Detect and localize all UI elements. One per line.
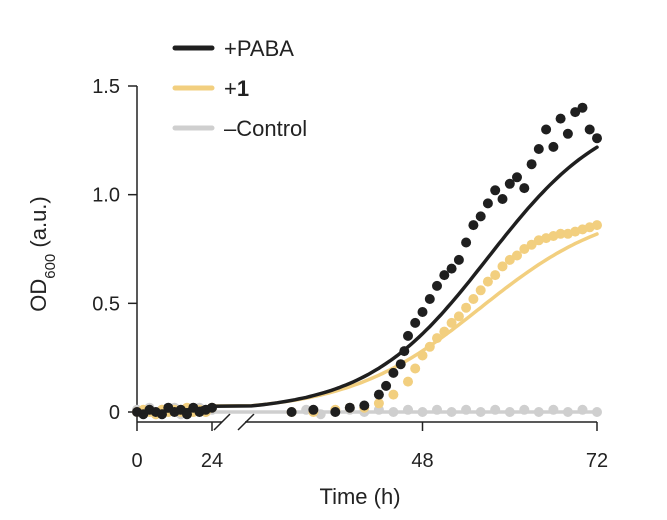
x-axis: 0 24 48 72 <box>131 413 608 472</box>
data-point-paba <box>388 367 399 378</box>
data-point-paba <box>403 330 413 341</box>
fit-line-paba <box>210 145 599 408</box>
data-point-compound1 <box>512 250 522 261</box>
data-point-paba <box>584 124 595 135</box>
data-point-paba <box>330 407 341 417</box>
x-axis-title: Time (h) <box>319 484 400 509</box>
y-axis-title: OD600 (a.u.) <box>26 196 59 312</box>
legend-item-control: –Control <box>172 116 307 141</box>
x-tick-label: 48 <box>411 450 433 472</box>
legend: +PABA +1 –Control <box>172 36 307 141</box>
data-point-paba <box>555 113 566 124</box>
data-point-paba <box>410 317 421 328</box>
data-point-compound1 <box>475 285 486 296</box>
series-compound1 <box>132 220 602 420</box>
x-axis-break-mark-left <box>213 413 231 431</box>
data-point-paba <box>577 102 588 113</box>
data-point-paba <box>344 402 355 413</box>
data-point-compound1 <box>446 317 457 328</box>
data-point-compound1 <box>373 398 384 409</box>
y-tick-label: 1.0 <box>92 185 120 207</box>
data-point-paba <box>439 270 450 281</box>
data-point-paba <box>475 211 486 222</box>
y-tick-label: 1.5 <box>92 76 120 98</box>
data-point-paba <box>570 107 581 118</box>
data-point-compound1 <box>526 239 537 250</box>
data-point-paba <box>468 220 479 231</box>
data-point-paba <box>592 133 602 144</box>
legend-label-compound1: +1 <box>224 76 249 101</box>
data-point-paba <box>533 144 544 154</box>
data-point-paba <box>286 407 297 417</box>
y-axis: 0 0.5 1.0 1.5 <box>92 76 138 424</box>
data-point-compound1 <box>592 220 602 231</box>
plot-area <box>132 102 602 420</box>
data-point-paba <box>548 141 559 152</box>
y-tick-label: 0.5 <box>92 293 120 315</box>
data-point-paba <box>446 263 457 274</box>
x-tick-label: 0 <box>131 450 142 472</box>
legend-label-control: –Control <box>224 116 307 141</box>
data-point-paba <box>359 400 370 411</box>
data-point-compound1 <box>555 228 566 239</box>
data-point-compound1 <box>497 261 508 272</box>
fit-line-paba <box>135 404 214 414</box>
data-point-compound1 <box>461 302 472 313</box>
data-point-paba <box>373 389 384 400</box>
data-point-compound1 <box>388 389 399 400</box>
x-tick-label: 24 <box>201 450 223 472</box>
y-tick-label: 0 <box>109 402 120 424</box>
data-point-compound1 <box>410 363 421 374</box>
data-point-paba <box>381 380 392 391</box>
data-point-compound1 <box>519 244 530 254</box>
data-point-paba <box>453 254 464 265</box>
data-point-compound1 <box>504 254 515 265</box>
data-point-paba <box>308 404 319 415</box>
data-point-paba <box>395 359 406 370</box>
data-point-compound1 <box>403 376 413 387</box>
data-point-paba <box>432 280 442 291</box>
data-point-paba <box>417 307 428 317</box>
legend-item-compound1: +1 <box>172 76 249 101</box>
legend-item-paba: +PABA <box>172 36 294 61</box>
data-point-paba <box>541 124 552 135</box>
data-point-compound1 <box>482 276 493 287</box>
x-axis-break-mark-right <box>237 413 255 431</box>
data-point-paba <box>497 194 508 204</box>
data-point-compound1 <box>453 311 464 322</box>
data-point-paba <box>562 128 573 139</box>
data-point-paba <box>519 183 530 194</box>
data-point-paba <box>424 294 435 304</box>
data-point-paba <box>512 172 522 183</box>
legend-label-paba: +PABA <box>224 36 294 61</box>
data-point-paba <box>490 185 501 196</box>
data-point-paba <box>482 198 493 209</box>
data-point-paba <box>504 178 515 189</box>
data-point-compound1 <box>490 270 501 281</box>
series-paba <box>132 102 602 420</box>
x-tick-label: 72 <box>586 450 608 472</box>
data-point-compound1 <box>468 294 479 304</box>
data-point-paba <box>461 237 472 248</box>
data-point-paba <box>526 159 537 170</box>
